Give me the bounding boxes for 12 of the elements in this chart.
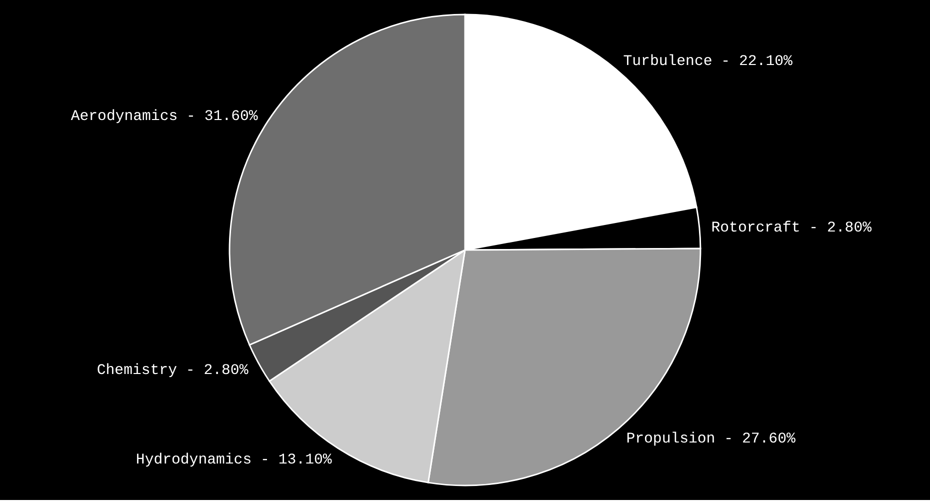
slice-label: Propulsion - xyxy=(626,432,734,448)
data-label: 27.60% xyxy=(742,432,796,448)
data-label: 31.60% xyxy=(204,108,258,125)
slice-label: Chemistry - xyxy=(96,363,195,380)
data-label: 22.10% xyxy=(739,54,793,70)
slice-label: Rotorcraft - xyxy=(711,220,818,237)
data-label: 13.10% xyxy=(278,452,332,468)
data-label: 2.80% xyxy=(827,220,872,237)
slice-label: Turbulence - xyxy=(623,54,730,70)
slice-label: Hydrodynamics - xyxy=(136,452,270,468)
data-label: 2.80% xyxy=(204,363,248,380)
slice-label: Aerodynamics - xyxy=(70,108,196,125)
